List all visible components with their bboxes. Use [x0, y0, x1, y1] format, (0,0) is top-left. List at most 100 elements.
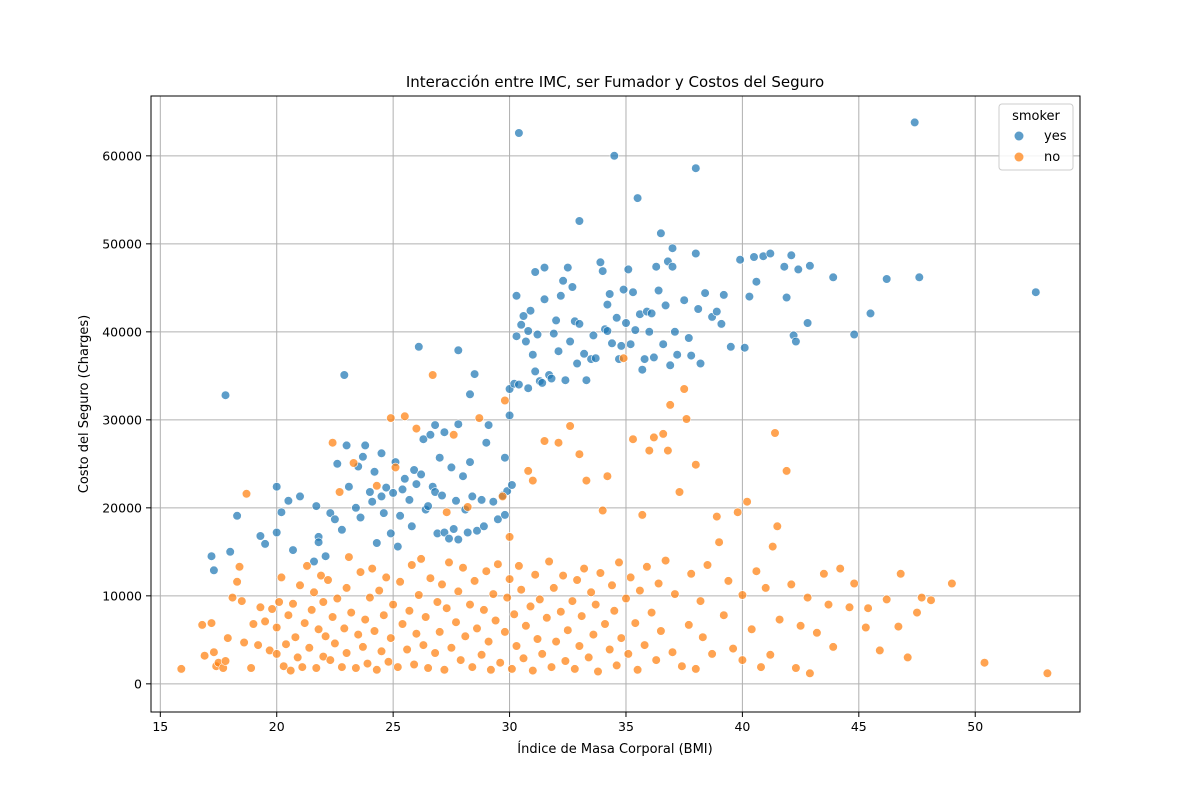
data-point-yes [667, 262, 678, 272]
data-point-no [702, 560, 713, 570]
legend: smoker yes no [998, 103, 1074, 171]
data-point-no [772, 521, 782, 531]
data-point-no [539, 436, 550, 446]
data-point-no [607, 580, 617, 590]
data-point-no [300, 618, 310, 628]
data-point-yes [276, 507, 287, 517]
data-point-no [239, 637, 249, 648]
data-point-no [309, 587, 319, 597]
data-point-no [337, 662, 347, 672]
data-point-no [286, 665, 296, 676]
data-point-no [351, 663, 361, 673]
y-tick-label: 10000 [102, 588, 142, 603]
data-point-yes [684, 333, 694, 343]
data-point-yes [376, 448, 387, 458]
data-point-no [639, 640, 650, 650]
data-point-no [386, 413, 396, 423]
x-tick-label: 40 [734, 719, 750, 734]
x-tick-label: 45 [851, 719, 867, 734]
data-point-no [544, 556, 554, 567]
data-point-yes [355, 512, 366, 523]
data-point-no [232, 577, 242, 587]
data-point-no [707, 649, 717, 659]
data-point-yes [381, 483, 391, 493]
data-point-no [272, 649, 282, 659]
data-point-yes [740, 343, 750, 353]
data-point-no [514, 561, 524, 571]
y-tick-label: 60000 [102, 148, 142, 163]
data-point-no [586, 587, 596, 597]
data-point-yes [537, 378, 547, 388]
data-point-yes [882, 274, 892, 284]
data-point-no [358, 642, 368, 652]
data-point-yes [532, 329, 543, 340]
data-point-yes [563, 263, 573, 273]
data-point-yes [465, 389, 475, 399]
data-point-yes [330, 514, 340, 524]
plot-frame [150, 95, 1081, 713]
data-point-no [458, 563, 468, 573]
data-point-yes [588, 330, 599, 341]
data-point-no [279, 661, 289, 671]
data-point-yes [565, 336, 575, 347]
data-point-no [584, 652, 594, 663]
data-point-yes [342, 440, 352, 451]
data-point-yes [637, 365, 647, 375]
data-point-yes [623, 264, 633, 275]
data-point-no [495, 658, 505, 668]
data-point-no [498, 491, 508, 502]
data-point-no [896, 569, 906, 579]
data-point-no [593, 666, 603, 677]
data-point-no [770, 428, 780, 438]
data-point-no [446, 643, 457, 653]
data-point-no [698, 632, 708, 642]
legend-title: smoker [1012, 109, 1060, 124]
data-point-no [209, 647, 219, 657]
data-point-yes [651, 262, 661, 272]
data-point-yes [716, 319, 727, 329]
data-point-yes [332, 459, 342, 469]
data-point-yes [726, 342, 736, 352]
data-point-no [491, 615, 501, 626]
data-point-yes [914, 272, 924, 282]
data-point-yes [467, 491, 477, 502]
data-point-yes [395, 511, 405, 521]
data-point-yes [693, 304, 703, 314]
data-point-no [751, 566, 762, 576]
data-point-no [614, 557, 624, 568]
data-point-no [411, 424, 422, 434]
data-point-yes [786, 250, 796, 260]
data-point-yes [574, 216, 585, 226]
data-point-no [442, 603, 452, 613]
data-point-yes [779, 262, 789, 272]
data-point-yes [453, 534, 463, 545]
data-point-no [302, 561, 312, 571]
data-point-no [442, 507, 452, 517]
data-point-yes [679, 295, 689, 305]
data-point-no [667, 647, 678, 657]
data-point-yes [514, 380, 524, 390]
data-point-no [321, 631, 331, 641]
data-point-yes [220, 390, 231, 400]
data-point-no [761, 583, 771, 593]
data-point-yes [453, 419, 463, 429]
data-point-yes [632, 193, 643, 203]
data-point-yes [700, 288, 710, 298]
data-point-yes [660, 300, 671, 311]
data-point-no [546, 662, 557, 672]
data-point-no [362, 658, 373, 669]
data-point-no [737, 590, 748, 600]
data-point-no [812, 628, 822, 638]
data-point-no [467, 662, 477, 672]
data-point-no [618, 353, 629, 363]
data-point-no [947, 578, 957, 589]
data-point-no [656, 626, 666, 636]
data-point-no [344, 552, 354, 562]
legend-label-yes: yes [1044, 129, 1067, 144]
data-point-no [255, 602, 266, 612]
data-point-yes [511, 331, 522, 341]
y-tick-label: 20000 [102, 500, 142, 515]
data-point-yes [521, 336, 531, 347]
x-tick-label: 25 [385, 719, 401, 734]
